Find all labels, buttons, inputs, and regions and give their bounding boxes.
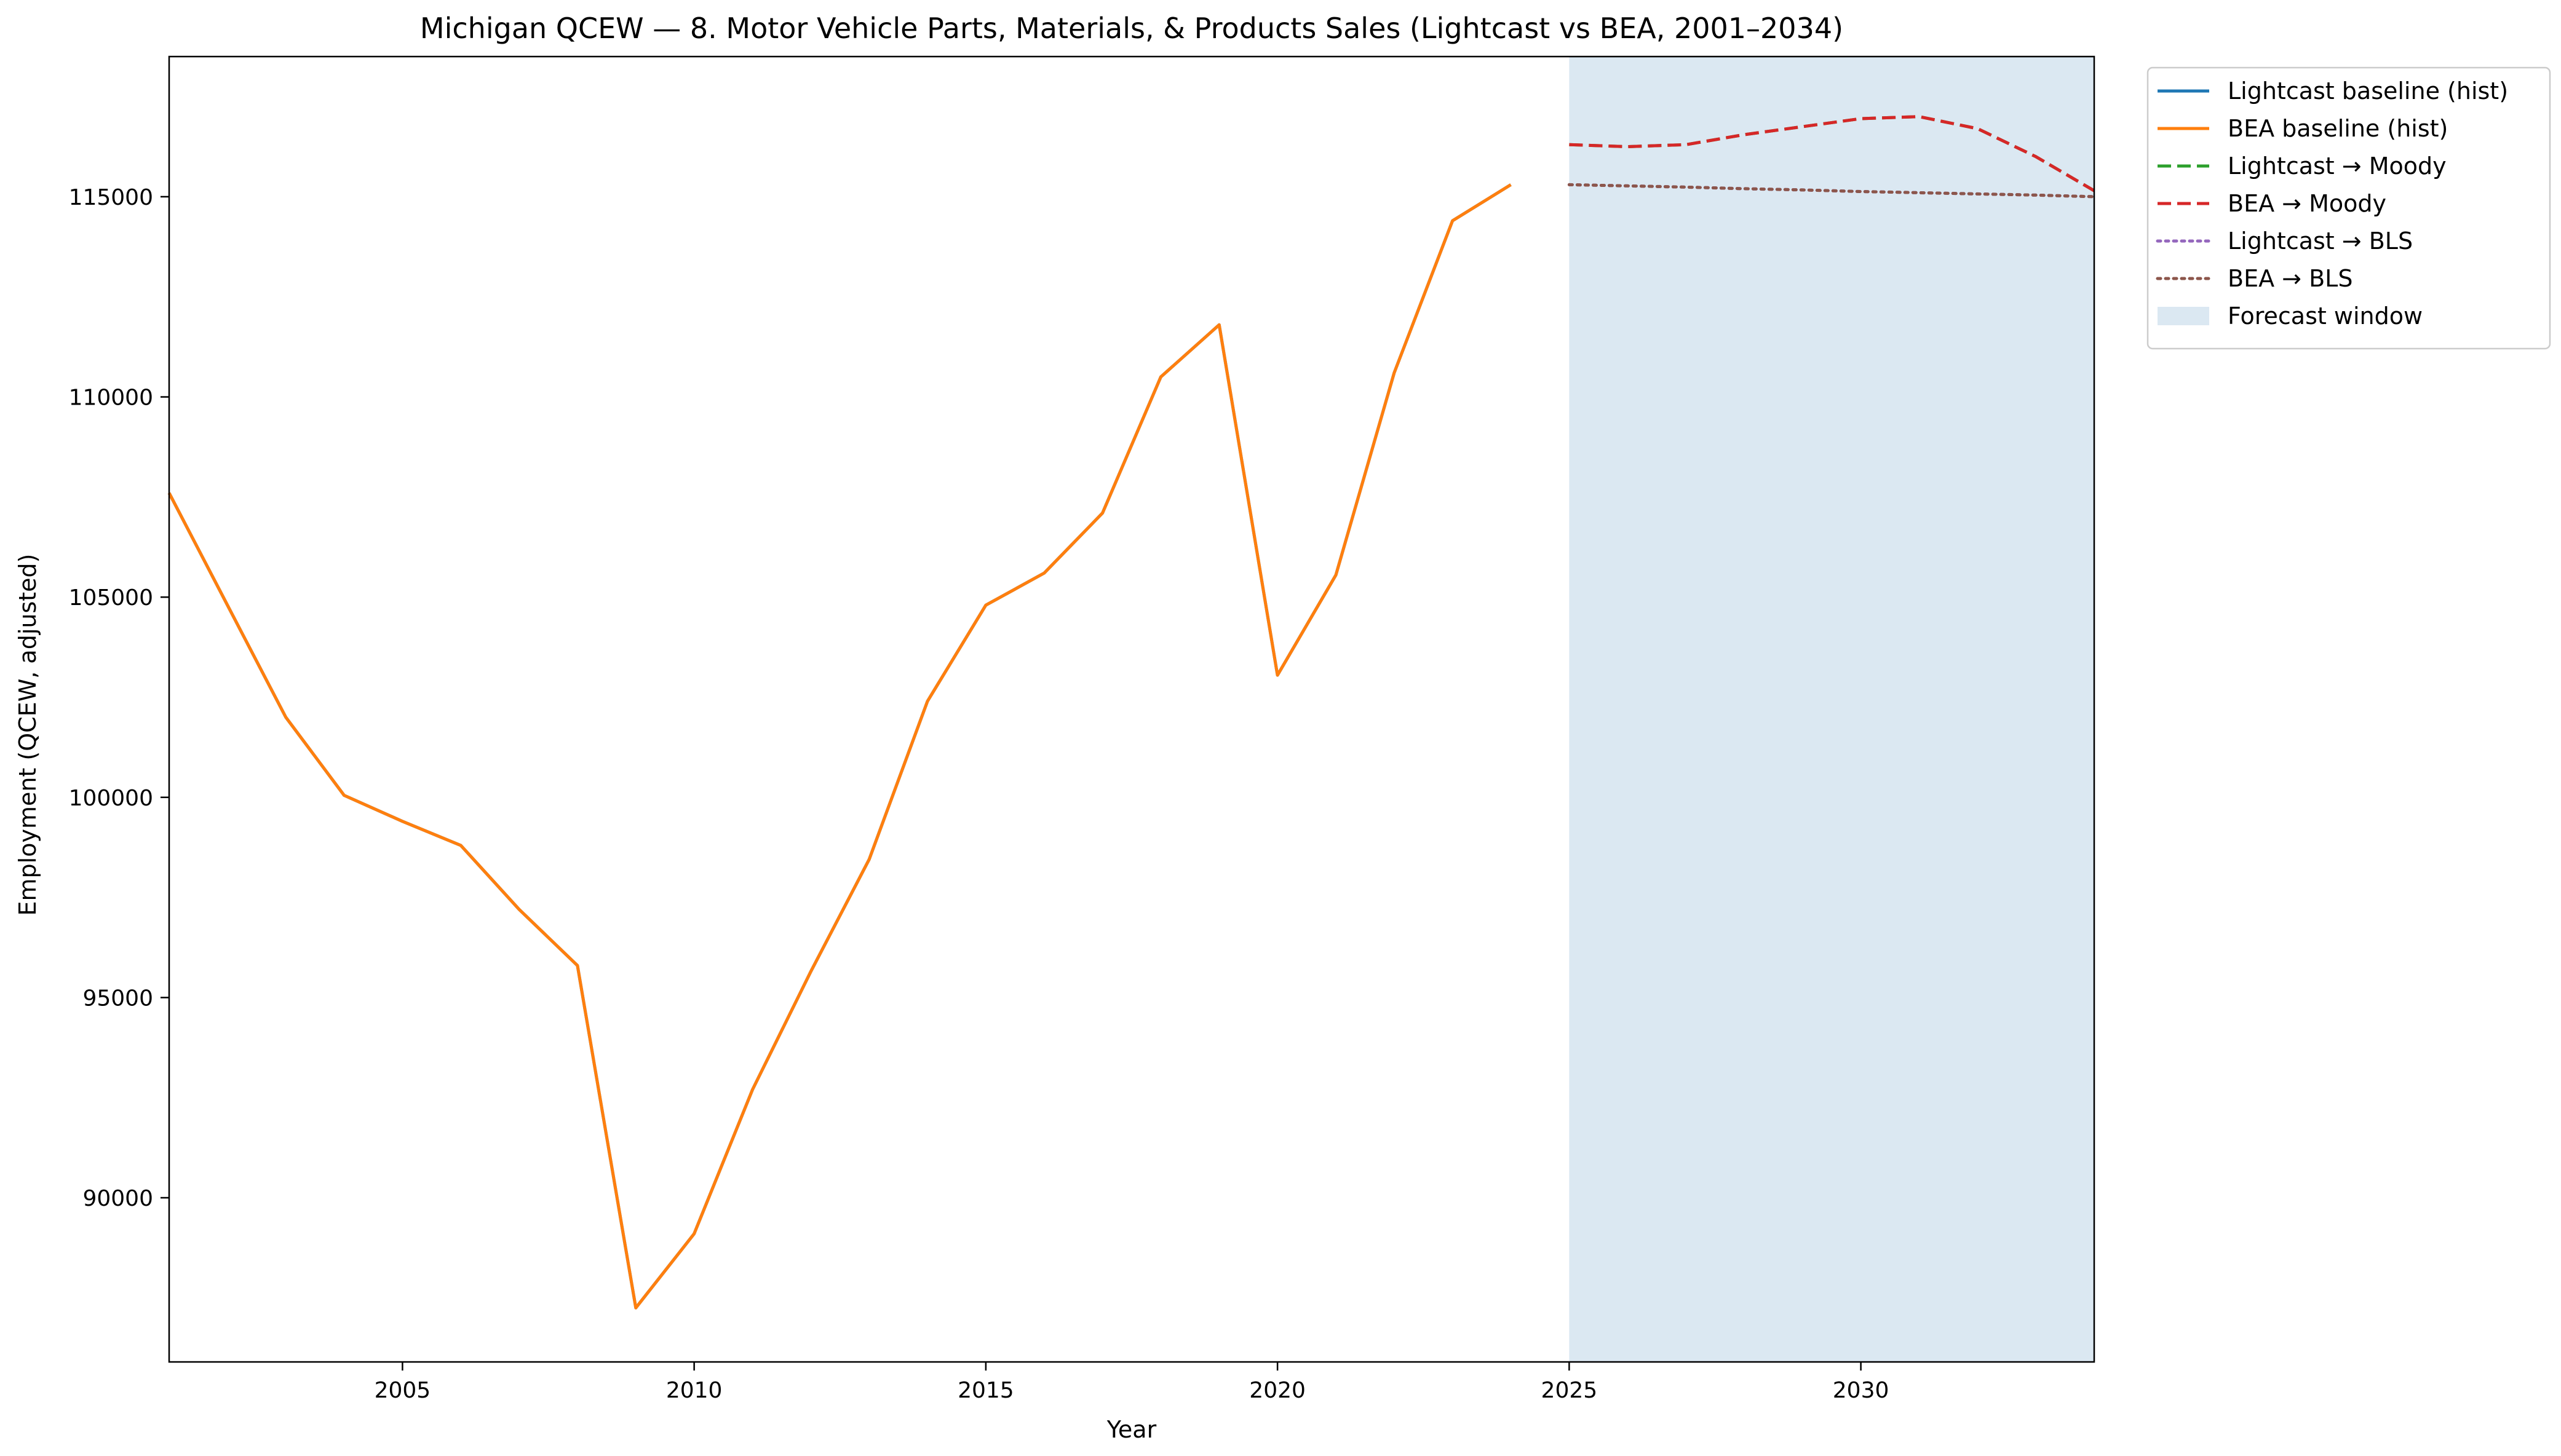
legend-label: Lightcast baseline (hist) [2228,77,2508,105]
legend-label: BEA → Moody [2228,190,2386,217]
y-tick-label: 115000 [69,185,153,210]
y-tick-label: 105000 [69,585,153,611]
plot-background [1569,57,2094,1362]
forecast-window-band [1569,57,2094,1362]
legend-label: Forecast window [2228,303,2423,330]
series-line-bea-moody [1569,115,2095,192]
x-tick-label: 2005 [375,1378,431,1403]
x-tick-label: 2020 [1249,1378,1306,1403]
legend-label: BEA → BLS [2228,265,2353,292]
series-layer [167,115,2096,1310]
y-axis-label: Employment (QCEW, adjusted) [14,554,41,916]
plot-frame [168,55,2095,1363]
legend-label: Lightcast → BLS [2228,228,2413,255]
series-line-bea-baseline-hist [167,183,1512,1310]
axes-layer: 2005 2010 2015 2020 2025 2030 90000 95000 100000… [69,55,2095,1403]
y-tick-label: 110000 [69,386,153,411]
series-line-lightcast-baseline-hist [167,183,1512,1310]
legend-label: Lightcast → Moody [2228,152,2447,180]
x-tick-label: 2030 [1833,1378,1889,1403]
x-tick-label: 2015 [958,1378,1014,1403]
y-tick-label: 90000 [82,1186,153,1211]
legend-swatch-forecast-window [2158,307,2209,325]
legend-frame [2146,66,2551,350]
series-line-bea-bls [1567,183,2096,199]
legend: Lightcast baseline (hist) BEA baseline (h… [2146,66,2551,350]
y-tick-label: 100000 [69,786,153,811]
x-axis-label: Year [1106,1416,1157,1443]
chart-title: Michigan QCEW — 8. Motor Vehicle Parts, … [420,12,1843,45]
y-tick-label: 95000 [82,986,153,1011]
x-tick-label: 2010 [666,1378,723,1403]
legend-label: BEA baseline (hist) [2228,115,2448,142]
x-tick-label: 2025 [1541,1378,1598,1403]
